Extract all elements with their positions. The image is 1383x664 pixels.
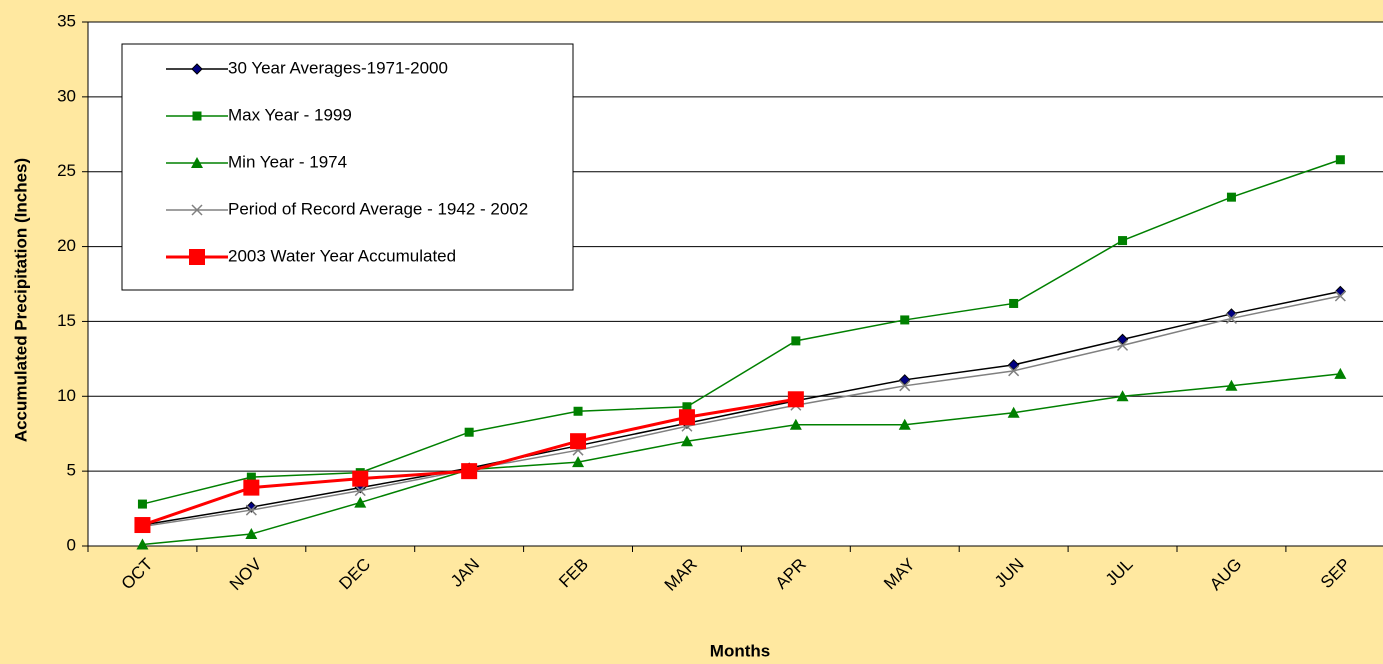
marker <box>680 435 693 447</box>
marker <box>1117 339 1129 351</box>
x-tick-label: OCT <box>118 555 157 594</box>
series-line <box>142 373 1341 546</box>
x-tick-label: DEC <box>335 555 374 594</box>
y-tick-label: 25 <box>57 161 76 180</box>
marker <box>245 528 258 540</box>
marker <box>1226 192 1236 202</box>
marker <box>352 470 369 487</box>
series-line <box>142 295 1341 528</box>
marker <box>1118 236 1128 246</box>
marker <box>1335 155 1345 165</box>
marker <box>900 315 910 325</box>
marker <box>1116 390 1129 402</box>
series <box>134 391 804 534</box>
marker <box>136 538 149 550</box>
y-tick-label: 20 <box>57 236 76 255</box>
legend-label: 30 Year Averages-1971-2000 <box>228 58 448 77</box>
marker <box>789 418 802 430</box>
x-tick-label: APR <box>772 555 810 593</box>
marker <box>899 380 911 392</box>
legend-label: Period of Record Average - 1942 - 2002 <box>228 199 528 218</box>
marker <box>245 504 257 516</box>
x-tick-label: MAR <box>661 555 701 595</box>
legend-label: 2003 Water Year Accumulated <box>228 246 456 265</box>
marker <box>1334 290 1346 302</box>
marker <box>1008 365 1020 377</box>
marker <box>1225 312 1237 324</box>
y-tick-label: 35 <box>57 11 76 30</box>
y-tick-label: 5 <box>67 461 76 480</box>
marker <box>191 157 203 168</box>
marker <box>191 63 203 75</box>
marker <box>246 472 256 482</box>
marker <box>1334 367 1347 379</box>
marker <box>189 249 205 265</box>
y-tick-label: 10 <box>57 386 76 405</box>
marker <box>192 111 202 121</box>
marker <box>573 406 583 416</box>
marker <box>137 499 147 509</box>
marker <box>354 485 366 497</box>
legend: 30 Year Averages-1971-2000 Max Year - 199… <box>121 43 574 291</box>
marker <box>243 479 260 496</box>
legend-label: Min Year - 1974 <box>228 152 347 171</box>
marker <box>570 433 587 450</box>
marker <box>791 336 801 346</box>
y-tick-label: 0 <box>67 535 76 554</box>
x-tick-label: JUL <box>1102 555 1137 590</box>
y-axis-title: Accumulated Precipitation (Inches) <box>11 158 30 442</box>
marker <box>461 463 478 480</box>
marker <box>464 427 474 437</box>
x-tick-label: AUG <box>1206 555 1245 594</box>
y-tick-label: 30 <box>57 86 76 105</box>
marker <box>898 418 911 430</box>
x-tick-label: FEB <box>555 555 592 592</box>
marker <box>572 456 585 468</box>
series-line <box>142 159 1341 505</box>
marker <box>1009 298 1019 308</box>
legend-label: Max Year - 1999 <box>228 105 352 124</box>
marker <box>354 496 367 508</box>
x-tick-label: JAN <box>447 555 483 591</box>
y-tick-label: 15 <box>57 311 76 330</box>
marker <box>1007 406 1020 418</box>
marker <box>678 409 695 426</box>
x-tick-label: JUN <box>991 555 1028 592</box>
x-tick-label: MAY <box>880 555 919 594</box>
marker <box>191 204 203 216</box>
series-line <box>142 290 1341 526</box>
marker <box>1225 379 1238 391</box>
x-axis-title: Months <box>710 641 770 660</box>
marker <box>134 517 151 534</box>
x-tick-label: NOV <box>226 554 266 594</box>
marker <box>682 402 692 412</box>
x-tick-label: SEP <box>1317 555 1354 592</box>
marker <box>787 391 804 408</box>
